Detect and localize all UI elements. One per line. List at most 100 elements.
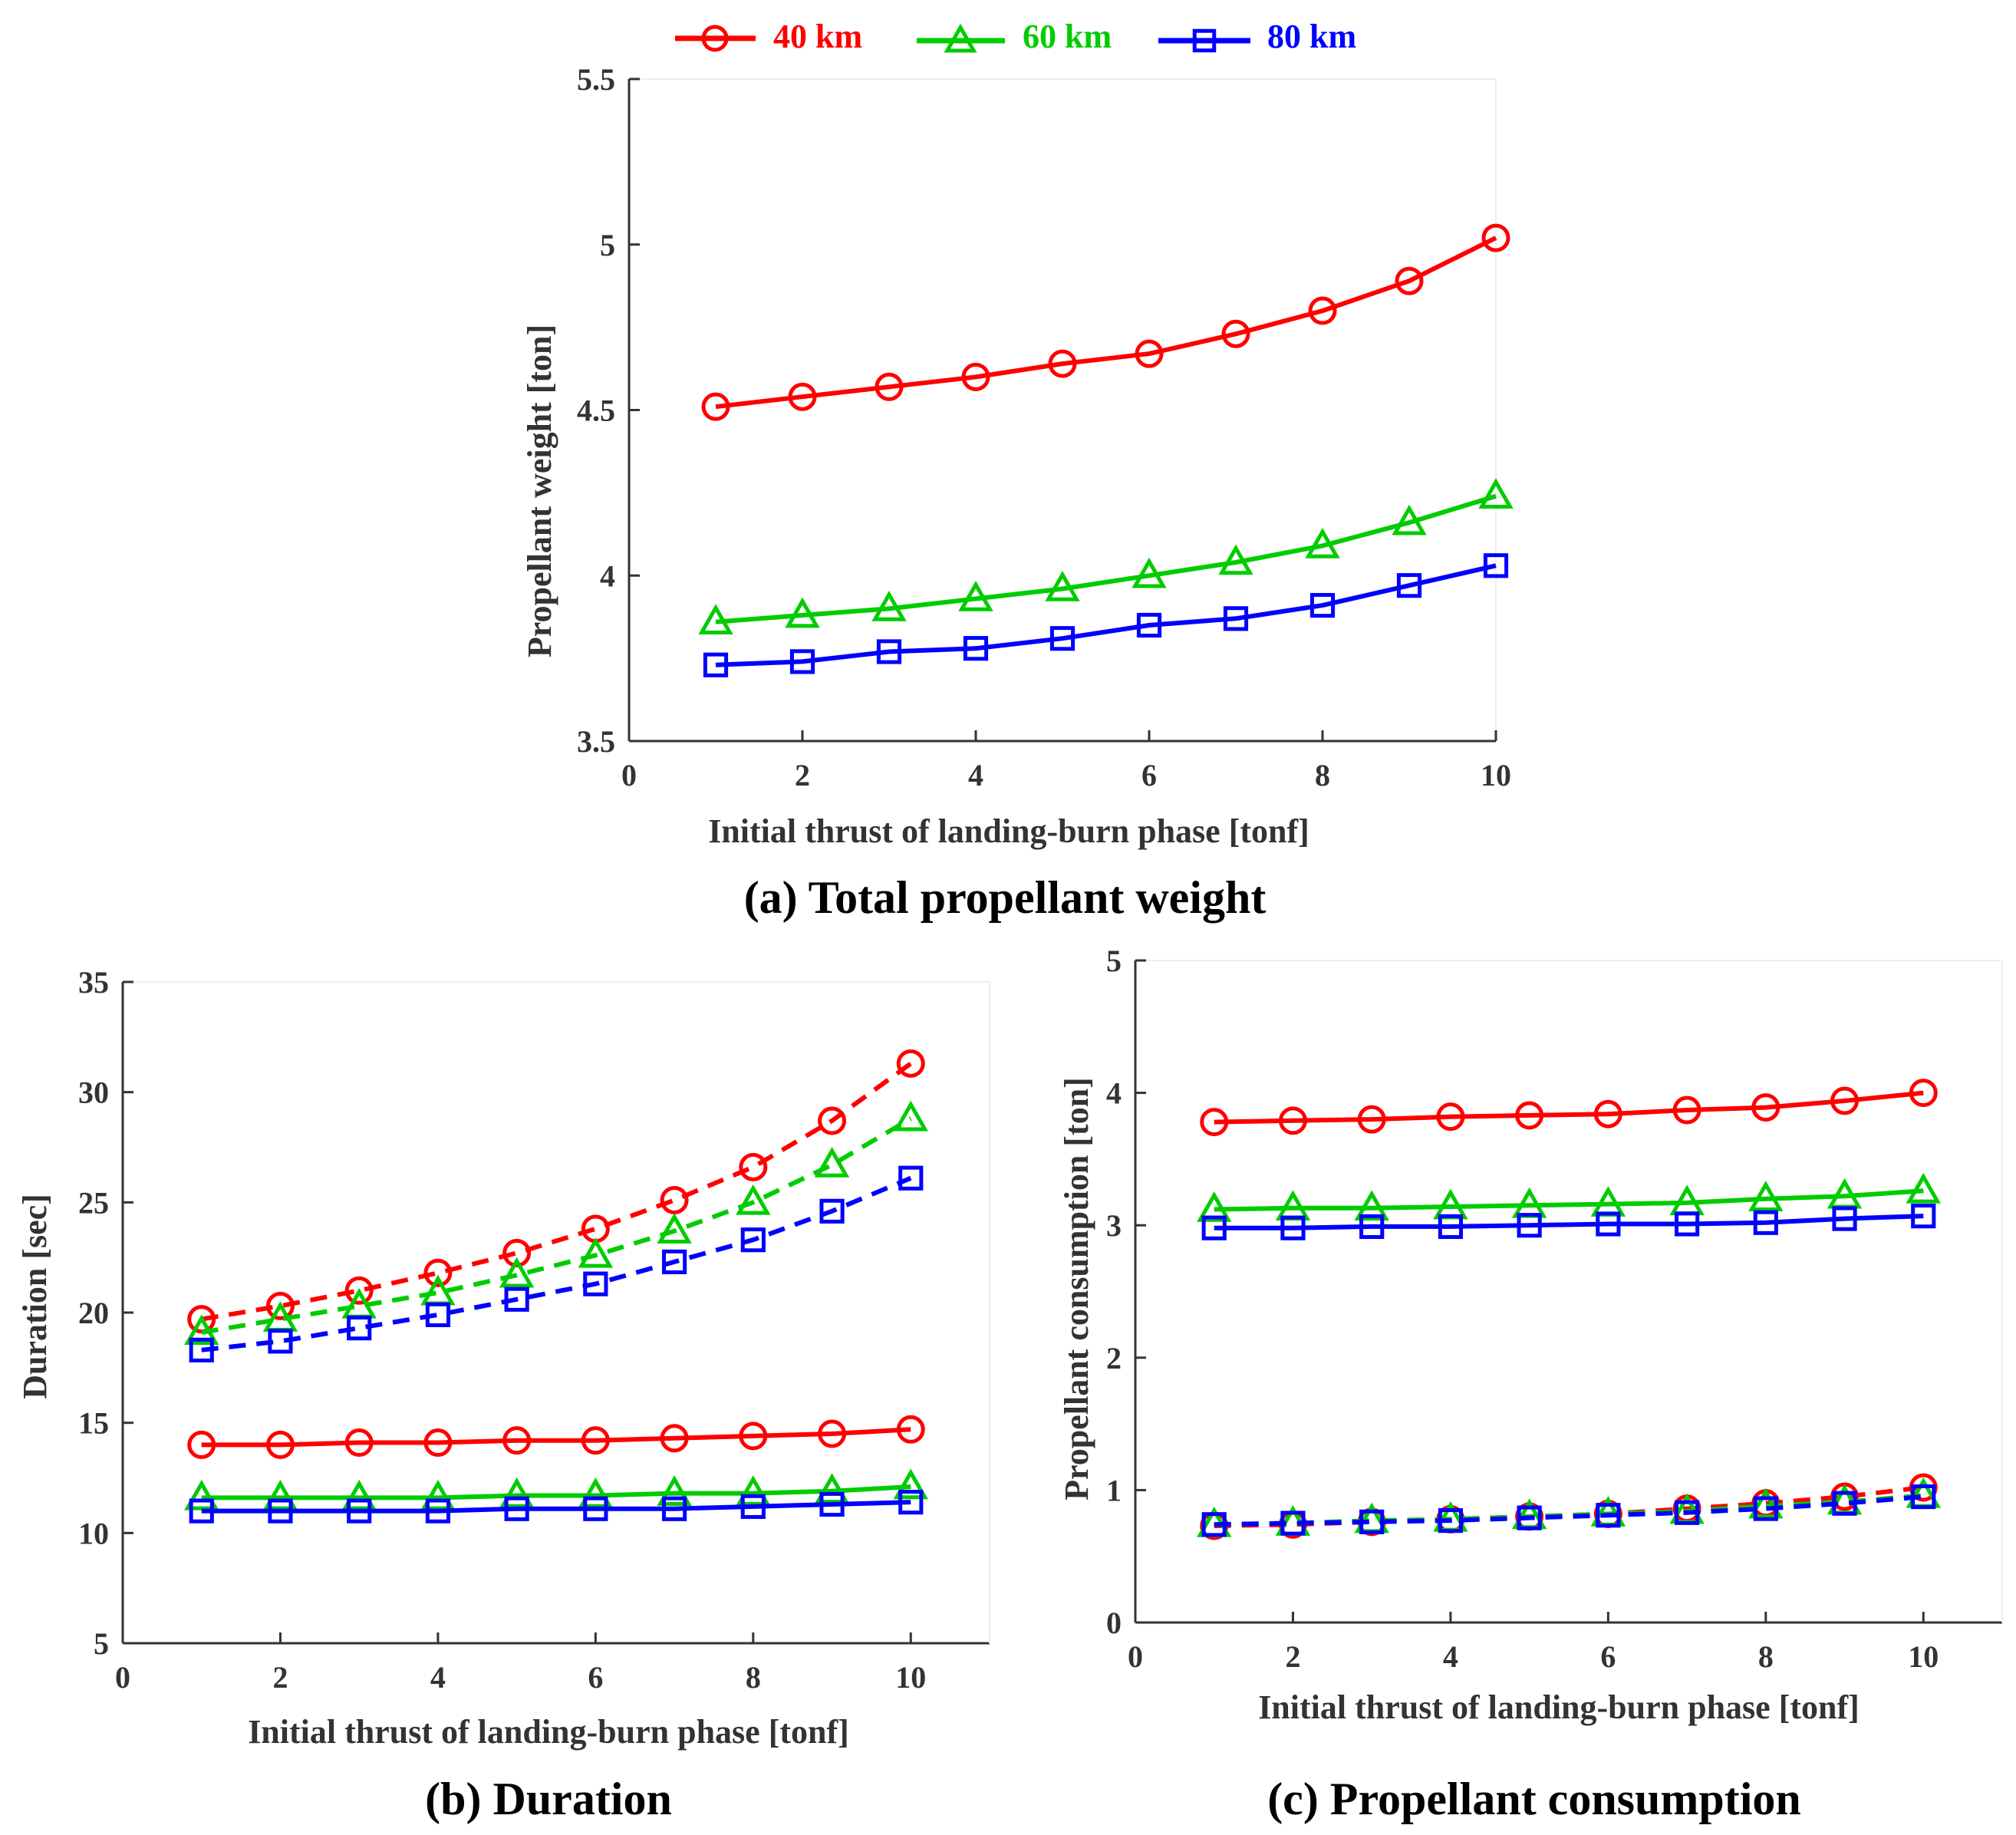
chart-a-series-80-km-point: [963, 636, 989, 661]
chart-b-series-40-km-dashed-point: [818, 1106, 847, 1135]
chart-a-plot-area: 0 2 4 6 8 10 3.5 4 4.5 5 5.5: [577, 62, 1514, 792]
chart-c-series-80-km-point: [1674, 1211, 1700, 1237]
chart-a-series-60-km: [698, 478, 1514, 634]
chart-c-x-tick-label: 0: [1128, 1639, 1143, 1674]
chart-a-series-60-km-point: [1478, 478, 1514, 509]
legend: 40 km 60 km 80 km: [675, 18, 1356, 55]
chart-b-series-60-km-dashed-point: [736, 1184, 771, 1215]
chart-a-y-tick-label: 3.5: [577, 724, 615, 759]
chart-c-x-axis-label: Initial thrust of landing-burn phase [to…: [1258, 1688, 1860, 1726]
chart-b-series-80-km-dashed-point: [819, 1198, 845, 1224]
chart-b-series-80-km-dashed-point: [583, 1271, 608, 1296]
chart-c-series-80-km-dashed-point: [1280, 1510, 1306, 1536]
chart-c-plot-area: 0 2 4 6 8 10 0 1 2 3 4 5: [1106, 944, 2003, 1674]
chart-b-series-40-km-dashed-point: [502, 1238, 532, 1267]
chart-b-series-60-km-dashed-line: [201, 1116, 912, 1335]
chart-b-y-tick-label: 25: [78, 1185, 109, 1220]
chart-b-series-60-km-point: [184, 1479, 219, 1510]
chart-a-series-40-km-point: [875, 372, 904, 401]
chart-a-series-60-km-point: [958, 581, 993, 611]
chart-c-series-60-km-point: [1748, 1181, 1784, 1211]
legend-label-40km: 40 km: [773, 18, 862, 55]
chart-b-duration: 0 2 4 6 8 10 5 10 15 20 25 30 35 Initial thrust of l…: [16, 965, 990, 1824]
chart-a-series-80-km-point: [1223, 606, 1249, 631]
chart-b-series-80-km-dashed-point: [898, 1165, 924, 1191]
chart-a-x-tick-label: 2: [795, 758, 810, 792]
chart-a-series-40-km-point: [788, 382, 817, 411]
chart-c-series-60-km-point: [1354, 1190, 1389, 1221]
chart-c-series-40-km-point: [1278, 1106, 1307, 1135]
chart-c-series-60-km-dashed-point: [1748, 1487, 1784, 1519]
chart-a-total-propellant-weight: 0 2 4 6 8 10 3.5 4 4.5 5 5.5 Initial thrust of lan…: [521, 62, 1514, 923]
chart-c-series-80-km-dashed-point: [1911, 1484, 1936, 1510]
chart-c-series-40-km-point: [1200, 1108, 1229, 1137]
chart-c-series-80-km-dashed-line: [1214, 1494, 1924, 1527]
chart-a-series-60-km-point: [698, 604, 733, 634]
chart-b-x-tick-label: 10: [895, 1660, 926, 1695]
chart-b-y-tick-label: 20: [78, 1296, 109, 1330]
chart-b-series-60-km-point: [341, 1479, 377, 1510]
chart-c-series-80-km-dashed: [1201, 1484, 1936, 1537]
chart-c-series-80-km-dashed-point: [1753, 1496, 1778, 1521]
chart-c-series-80-km: [1201, 1204, 1936, 1240]
chart-b-series-40-km-dashed-line: [201, 1061, 913, 1322]
chart-b-x-tick-label: 8: [746, 1660, 761, 1695]
chart-c-series-80-km-point: [1359, 1214, 1385, 1240]
chart-b-series-40-km-point: [660, 1424, 689, 1453]
chart-b-series-40-km-dashed-point: [660, 1185, 689, 1214]
legend-marker-symbol-60-km: [944, 23, 977, 53]
chart-b-series-80-km-dashed-point: [740, 1227, 766, 1253]
chart-a-x-tick-label: 6: [1141, 758, 1157, 792]
chart-b-series-60-km-point: [814, 1473, 850, 1504]
chart-a-caption: (a) Total propellant weight: [744, 872, 1267, 923]
chart-c-caption: (c) Propellant consumption: [1267, 1774, 1801, 1824]
chart-b-series-80-km-point: [268, 1498, 293, 1524]
chart-b-series-80-km-dashed-point: [425, 1302, 451, 1327]
chart-c-y-tick-label: 2: [1106, 1341, 1122, 1375]
chart-c-series-80-km-point: [1911, 1204, 1936, 1229]
chart-a-y-tick-label: 4: [600, 558, 615, 593]
chart-c-series-80-km-point: [1832, 1206, 1857, 1231]
chart-c-series-60-km-point: [1197, 1191, 1232, 1222]
chart-b-y-tick-label: 15: [78, 1406, 109, 1441]
chart-b-series-80-km-point: [898, 1490, 924, 1515]
legend-marker-symbol-40-km: [701, 25, 729, 52]
chart-b-series-60-km-line: [201, 1484, 911, 1501]
chart-b-series-60-km-dashed-point: [814, 1147, 850, 1178]
chart-b-y-tick-label: 10: [78, 1516, 109, 1550]
chart-b-series-80-km: [189, 1490, 924, 1524]
chart-c-series-80-km-point: [1517, 1213, 1542, 1238]
chart-b-series-80-km-point: [504, 1496, 529, 1521]
chart-b-series-80-km-line: [201, 1500, 911, 1514]
chart-a-series-40-km-point: [701, 392, 730, 421]
legend-entry-40km: 40 km: [675, 18, 862, 55]
chart-b-x-axis-label: Initial thrust of landing-burn phase [to…: [248, 1713, 849, 1751]
chart-c-series-80-km-dashed-point: [1674, 1500, 1700, 1525]
chart-b-series-40-km-dashed-point: [265, 1291, 295, 1320]
chart-b-series-60-km-dashed-point: [578, 1237, 614, 1268]
chart-a-series-80-km: [703, 553, 1509, 677]
chart-c-y-tick-label: 0: [1106, 1606, 1122, 1640]
chart-c-series-80-km-dashed-point: [1517, 1505, 1542, 1530]
chart-a-series-60-km-point: [1045, 571, 1080, 601]
chart-b-series-60-km-dashed-point: [657, 1213, 692, 1244]
chart-c-series-60-km-point: [1906, 1172, 1941, 1204]
chart-b-series-40-km-point: [581, 1426, 610, 1455]
chart-a-series-60-km-point: [1132, 557, 1167, 588]
chart-b-series-80-km-dashed-point: [268, 1329, 293, 1354]
chart-c-series-80-km-dashed-point: [1832, 1491, 1857, 1516]
legend-marker-80km: [1192, 28, 1217, 53]
chart-b-series-80-km-dashed-point: [661, 1249, 687, 1275]
chart-c-series-40-km-point: [1909, 1079, 1938, 1108]
chart-c-series-40-km-point: [1436, 1102, 1465, 1132]
chart-a-series-40-km-point: [1048, 349, 1077, 378]
chart-c-x-tick-label: 6: [1600, 1639, 1616, 1674]
chart-a-series-40-km-point: [1135, 339, 1164, 368]
chart-b-series-80-km-point: [347, 1498, 372, 1524]
chart-b-series-60-km-point: [499, 1478, 535, 1508]
chart-a-series-60-km-line: [715, 493, 1497, 624]
chart-b-series-60-km-point: [657, 1475, 692, 1506]
chart-a-series-60-km-point: [1392, 504, 1427, 535]
chart-b-series-40-km-dashed-point: [896, 1049, 925, 1078]
